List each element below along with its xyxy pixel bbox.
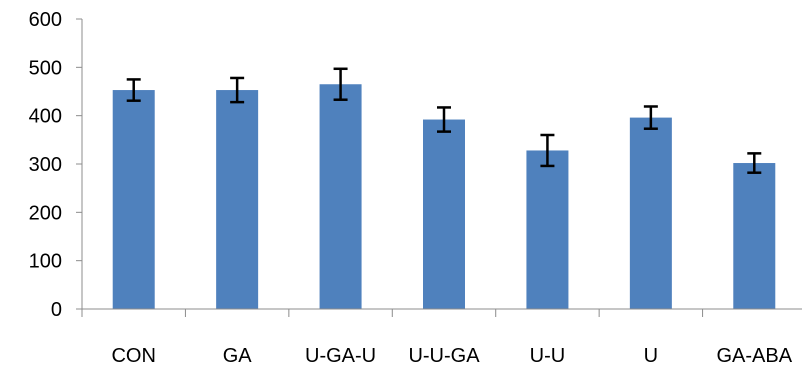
x-tick-label: CON bbox=[111, 345, 155, 367]
x-tick-label: U bbox=[644, 345, 658, 367]
error-bar bbox=[437, 106, 451, 133]
bar-u-ga-u bbox=[319, 84, 362, 309]
y-tick-label: 400 bbox=[29, 106, 62, 128]
error-bar bbox=[230, 76, 245, 104]
y-tick-label: 300 bbox=[29, 154, 62, 176]
y-tick-label: 0 bbox=[51, 299, 62, 321]
y-tick-label: 100 bbox=[29, 251, 62, 273]
bar-ga-aba bbox=[733, 163, 776, 309]
error-bar bbox=[747, 152, 762, 174]
x-axis: CON GA U-GA-U U-U-GA U-U U GA-ABA bbox=[81, 308, 802, 367]
bar-series bbox=[112, 67, 776, 310]
x-tick-label: GA bbox=[223, 345, 253, 367]
y-tick-label: 200 bbox=[29, 202, 62, 224]
error-bar bbox=[540, 133, 555, 168]
error-bar bbox=[643, 105, 658, 130]
bar-u bbox=[629, 117, 672, 309]
bar-u-u bbox=[526, 150, 569, 309]
y-tick-label: 500 bbox=[29, 57, 62, 79]
y-axis: 0 100 200 300 400 500 600 bbox=[29, 9, 83, 321]
x-tick-label: U-GA-U bbox=[305, 345, 376, 367]
y-tick-label: 600 bbox=[29, 9, 62, 31]
x-tick-label: U-U bbox=[530, 345, 566, 367]
error-bar bbox=[126, 78, 141, 102]
error-bar bbox=[333, 67, 348, 101]
x-tick-label: U-U-GA bbox=[408, 345, 480, 367]
bar-con bbox=[112, 90, 155, 309]
bar-ga bbox=[216, 90, 259, 309]
bar-u-u-ga bbox=[423, 119, 465, 310]
x-tick-label: GA-ABA bbox=[716, 345, 792, 367]
